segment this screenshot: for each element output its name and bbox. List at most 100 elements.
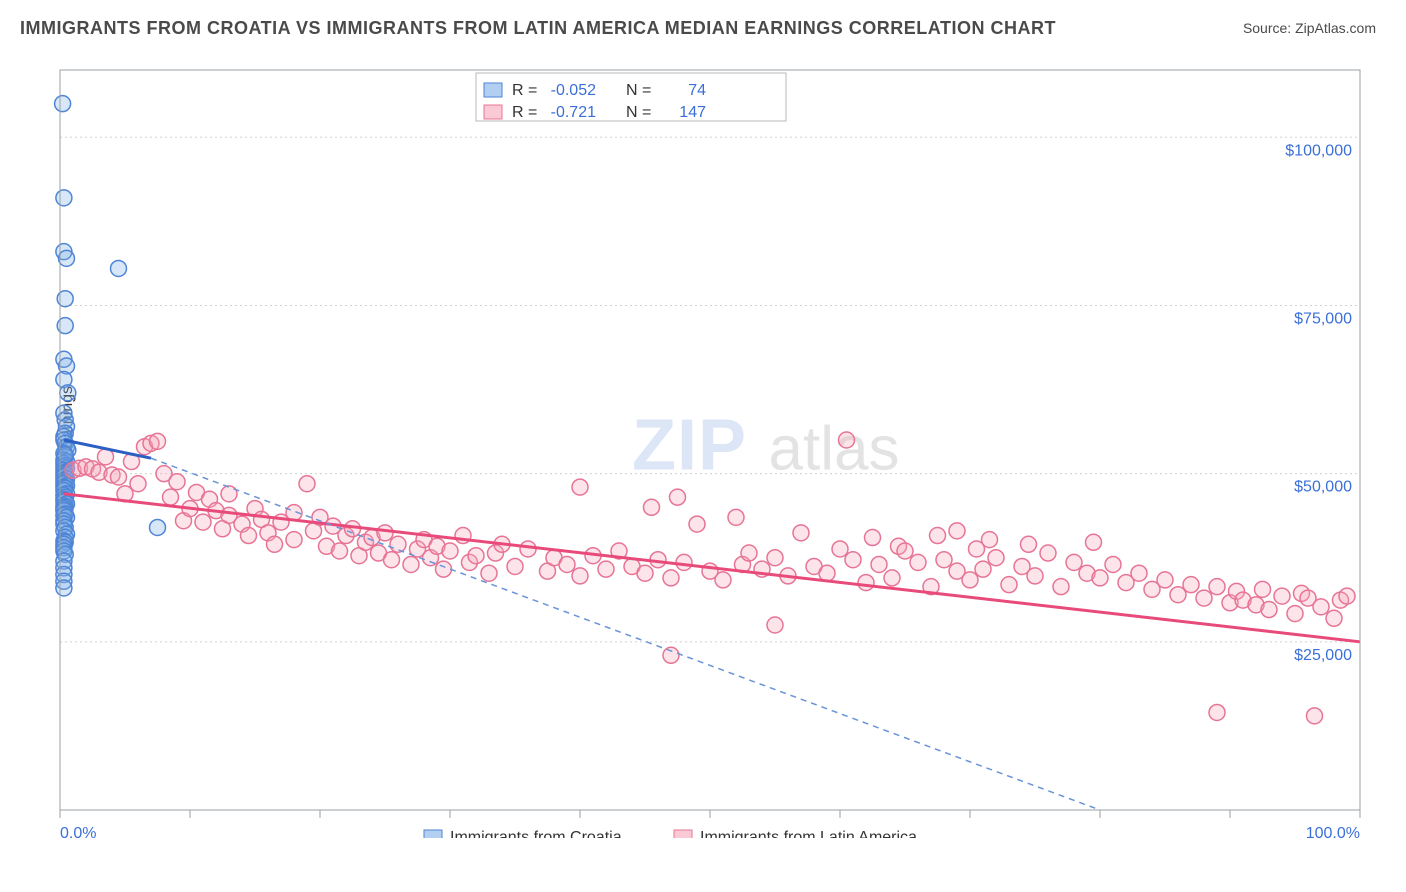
- legend-r-label: R =: [512, 82, 537, 99]
- data-point: [241, 528, 257, 544]
- data-point: [403, 556, 419, 572]
- data-point: [949, 523, 965, 539]
- data-point: [1261, 602, 1277, 618]
- regression-extrapolation-croatia: [151, 458, 1100, 810]
- data-point: [481, 565, 497, 581]
- svg-text:$25,000: $25,000: [1294, 647, 1352, 664]
- legend-series-label: Immigrants from Croatia: [450, 829, 622, 838]
- data-point: [975, 561, 991, 577]
- legend-swatch: [484, 83, 502, 97]
- data-point: [1255, 581, 1271, 597]
- data-point: [332, 543, 348, 559]
- data-point: [936, 552, 952, 568]
- data-point: [1196, 590, 1212, 606]
- data-point: [150, 433, 166, 449]
- svg-text:0.0%: 0.0%: [60, 825, 96, 838]
- data-point: [1287, 606, 1303, 622]
- data-point: [1027, 568, 1043, 584]
- legend-n-label: N =: [626, 104, 651, 121]
- data-point: [897, 543, 913, 559]
- data-point: [55, 96, 71, 112]
- source-attribution: Source: ZipAtlas.com: [1243, 20, 1376, 36]
- data-point: [819, 565, 835, 581]
- data-point: [384, 552, 400, 568]
- data-point: [962, 572, 978, 588]
- regression-line-latin: [64, 494, 1360, 642]
- data-point: [1183, 577, 1199, 593]
- data-point: [559, 556, 575, 572]
- legend-r-value: -0.052: [551, 82, 596, 99]
- data-point: [845, 552, 861, 568]
- svg-text:100.0%: 100.0%: [1306, 825, 1360, 838]
- legend-swatch: [674, 830, 692, 838]
- svg-text:ZIP: ZIP: [632, 406, 747, 486]
- data-point: [767, 550, 783, 566]
- data-point: [1053, 579, 1069, 595]
- data-point: [377, 525, 393, 541]
- data-point: [767, 617, 783, 633]
- data-point: [572, 568, 588, 584]
- svg-text:$50,000: $50,000: [1294, 479, 1352, 496]
- data-point: [930, 528, 946, 544]
- source-link[interactable]: ZipAtlas.com: [1295, 20, 1376, 36]
- legend-n-value: 147: [679, 104, 706, 121]
- data-point: [670, 489, 686, 505]
- data-point: [286, 532, 302, 548]
- data-point: [1307, 708, 1323, 724]
- data-point: [871, 556, 887, 572]
- data-point: [715, 572, 731, 588]
- data-point: [1339, 588, 1355, 604]
- data-point: [1209, 579, 1225, 595]
- data-point: [644, 499, 660, 515]
- data-point: [839, 432, 855, 448]
- data-point: [910, 554, 926, 570]
- data-point: [1001, 577, 1017, 593]
- legend-swatch: [424, 830, 442, 838]
- data-point: [507, 558, 523, 574]
- data-point: [689, 516, 705, 532]
- data-point: [865, 530, 881, 546]
- data-point: [130, 476, 146, 492]
- data-point: [468, 548, 484, 564]
- legend-swatch: [484, 105, 502, 119]
- data-point: [520, 541, 536, 557]
- source-prefix: Source:: [1243, 20, 1295, 36]
- data-point: [676, 554, 692, 570]
- svg-text:$100,000: $100,000: [1285, 142, 1352, 159]
- legend-r-label: R =: [512, 104, 537, 121]
- data-point: [1157, 572, 1173, 588]
- data-point: [60, 385, 76, 401]
- data-point: [1209, 704, 1225, 720]
- data-point: [163, 489, 179, 505]
- data-point: [221, 486, 237, 502]
- data-point: [1066, 554, 1082, 570]
- data-point: [1092, 570, 1108, 586]
- data-point: [1313, 599, 1329, 615]
- data-point: [884, 570, 900, 586]
- data-point: [598, 561, 614, 577]
- legend-series-label: Immigrants from Latin America: [700, 829, 917, 838]
- data-point: [663, 570, 679, 586]
- data-point: [1131, 565, 1147, 581]
- data-point: [982, 532, 998, 548]
- svg-text:$75,000: $75,000: [1294, 310, 1352, 327]
- data-point: [195, 514, 211, 530]
- data-point: [1086, 534, 1102, 550]
- data-point: [572, 479, 588, 495]
- data-point: [1274, 588, 1290, 604]
- data-point: [741, 545, 757, 561]
- data-point: [1105, 556, 1121, 572]
- data-point: [637, 565, 653, 581]
- data-point: [299, 476, 315, 492]
- data-point: [442, 543, 458, 559]
- data-point: [858, 575, 874, 591]
- chart-title: IMMIGRANTS FROM CROATIA VS IMMIGRANTS FR…: [20, 18, 1056, 39]
- data-point: [59, 250, 75, 266]
- data-point: [111, 469, 127, 485]
- data-point: [390, 536, 406, 552]
- data-point: [436, 561, 452, 577]
- data-point: [1326, 610, 1342, 626]
- data-point: [1021, 536, 1037, 552]
- data-point: [169, 474, 185, 490]
- data-point: [267, 536, 283, 552]
